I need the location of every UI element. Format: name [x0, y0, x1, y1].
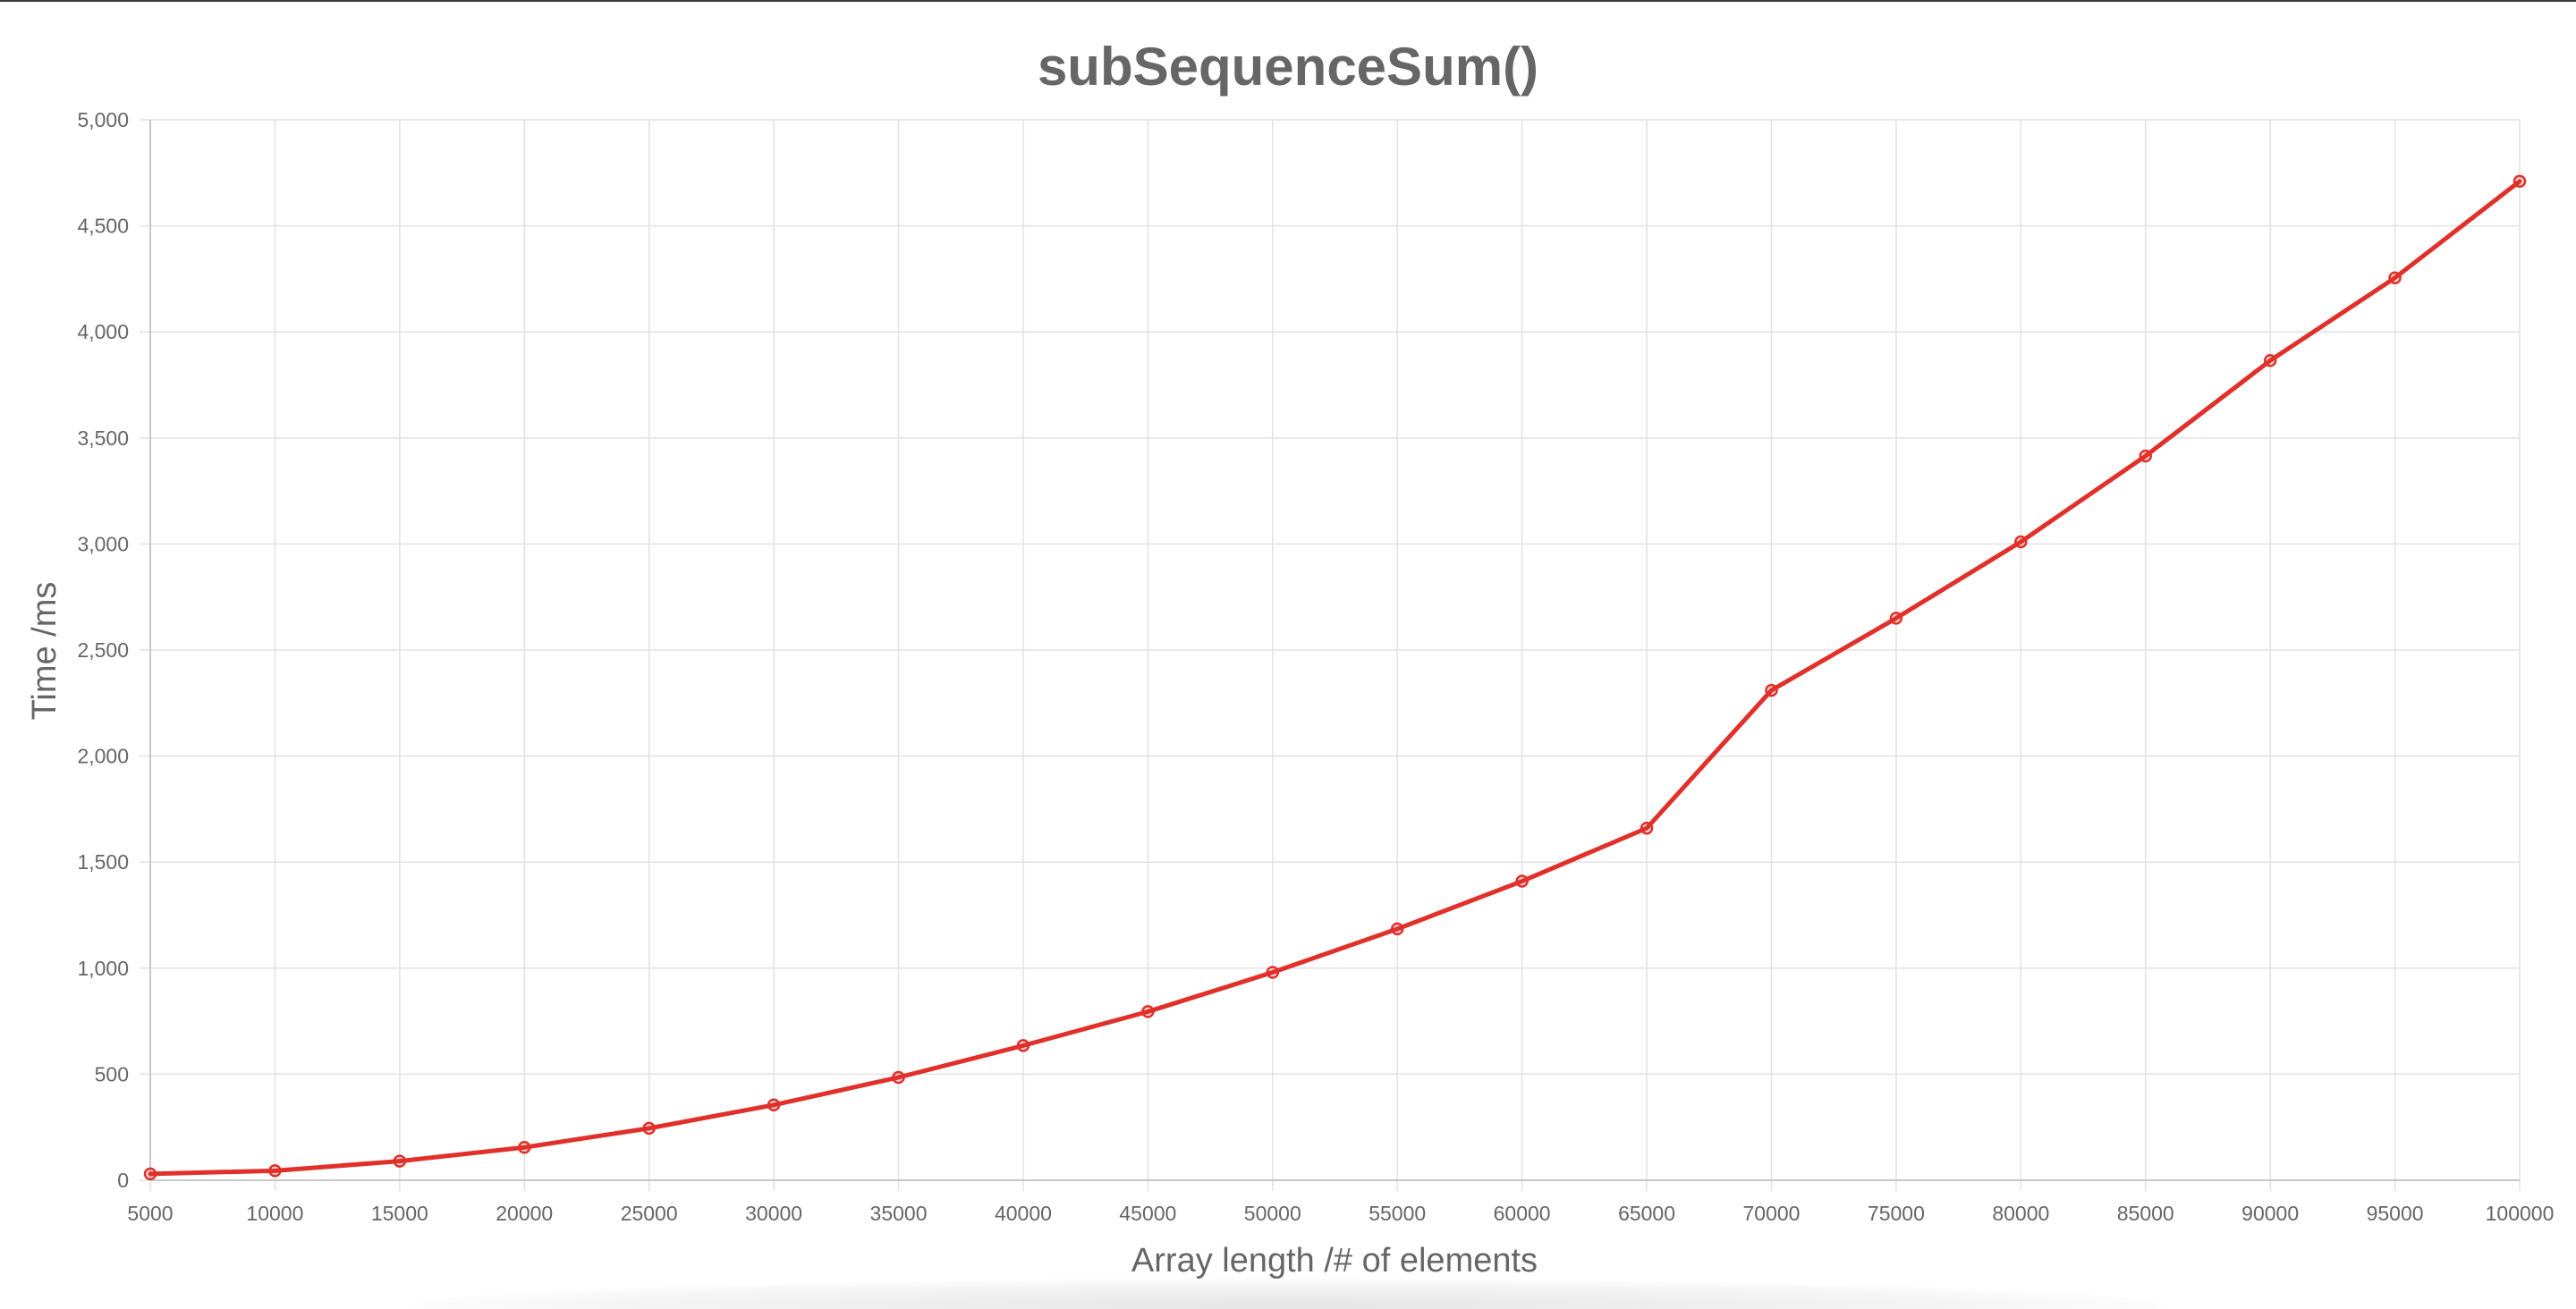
data-point	[1016, 1039, 1030, 1052]
x-tick-label: 60000	[1494, 1202, 1551, 1225]
x-tick-label: 100000	[2486, 1202, 2555, 1225]
x-tick-label: 25000	[621, 1202, 678, 1225]
x-tick-label: 85000	[2117, 1202, 2174, 1225]
x-tick-label: 15000	[371, 1202, 428, 1225]
y-tick-label: 2,500	[77, 638, 129, 662]
data-point	[393, 1154, 407, 1168]
y-tick-label: 4,000	[77, 320, 129, 343]
x-tick-label: 90000	[2241, 1202, 2299, 1225]
x-tick-label: 70000	[1742, 1202, 1800, 1225]
y-tick-label: 1,500	[77, 850, 129, 874]
data-point	[767, 1098, 781, 1112]
data-point	[1266, 966, 1280, 979]
data-point	[642, 1121, 656, 1136]
x-tick-label: 10000	[246, 1202, 303, 1225]
x-tick-label: 50000	[1244, 1202, 1301, 1225]
x-tick-label: 80000	[1992, 1202, 2049, 1225]
x-tick-label: 30000	[745, 1202, 802, 1225]
x-tick-label: 75000	[1868, 1202, 1925, 1225]
data-point	[518, 1140, 531, 1154]
data-point	[1141, 1005, 1155, 1018]
x-tick-label: 45000	[1119, 1202, 1176, 1225]
x-tick-label: 20000	[496, 1202, 553, 1225]
y-axis-title: Time /ms	[26, 582, 64, 721]
x-tick-label: 5000	[127, 1202, 173, 1225]
y-tick-label: 500	[95, 1062, 129, 1085]
y-tick-label: 4,500	[77, 215, 129, 238]
x-tick-label: 40000	[995, 1202, 1052, 1225]
grid-lines	[140, 119, 2521, 1191]
x-tick-label: 65000	[1618, 1202, 1675, 1225]
x-tick-label: 35000	[870, 1202, 928, 1225]
x-axis-title: Array length /# of elements	[1131, 1242, 1538, 1279]
window-top-border	[0, 0, 2576, 2]
axes	[149, 120, 2520, 1181]
y-tick-label: 2,000	[77, 745, 129, 768]
y-tick-label: 3,500	[77, 426, 129, 450]
data-point	[2512, 174, 2527, 189]
data-point	[2263, 353, 2277, 367]
data-point	[268, 1164, 282, 1178]
y-tick-label: 1,000	[77, 957, 129, 980]
data-point	[1515, 874, 1529, 888]
data-point	[892, 1070, 905, 1085]
data-point	[2014, 535, 2028, 549]
series-layer	[148, 179, 2522, 1177]
data-points	[143, 174, 2527, 1181]
data-point	[1889, 612, 1903, 625]
chart-title: subSequenceSum()	[1038, 37, 1538, 97]
x-tick-label: 55000	[1368, 1202, 1426, 1225]
series-line	[148, 179, 2522, 1177]
y-tick-label: 5,000	[77, 108, 129, 131]
data-point	[1765, 683, 1778, 697]
data-point	[1390, 922, 1404, 936]
data-point	[2139, 449, 2152, 463]
data-point	[143, 1167, 157, 1181]
x-tick-labels: 5000 10000 15000 20000 25000 30000 35000 40000 4…	[127, 1202, 2554, 1225]
x-tick-label: 95000	[2367, 1202, 2424, 1225]
y-tick-label: 3,000	[77, 532, 129, 555]
data-point	[2388, 271, 2402, 284]
data-point	[1640, 821, 1654, 835]
y-tick-labels: 0 500 1,000 1,500 2,000 2,500 3,000 3,500 4,000 4…	[77, 108, 129, 1192]
y-tick-label: 0	[117, 1169, 129, 1192]
